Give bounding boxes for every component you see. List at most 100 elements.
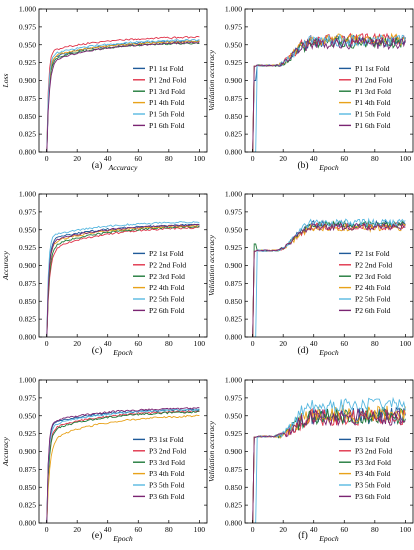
- legend-label: P3 3rd Fold: [355, 458, 391, 467]
- plot-area: [252, 217, 406, 337]
- y-tick-label: 0.975: [225, 393, 242, 402]
- y-axis-label: Validation accuracy: [207, 234, 216, 296]
- legend: P1 1st Fold P1 2nd Fold P1 3rd Fold P1 4th …: [339, 64, 392, 130]
- series-line: [46, 41, 200, 152]
- series-line: [46, 410, 200, 523]
- series-line: [252, 32, 406, 152]
- y-tick-label: 0.875: [225, 465, 242, 474]
- x-tick-label: 20: [279, 154, 287, 163]
- legend: P2 1st Fold P2 2nd Fold P2 3rd Fold P2 4th …: [133, 249, 186, 315]
- series-line: [46, 221, 200, 337]
- y-tick-label: 0.800: [225, 148, 242, 157]
- y-tick-label: 1.000: [19, 190, 36, 199]
- legend: P2 1st Fold P2 2nd Fold P2 3rd Fold P2 4th …: [339, 249, 392, 315]
- series-line: [46, 36, 200, 152]
- y-tick-label: 0.800: [19, 333, 36, 342]
- plot-area: [46, 221, 200, 337]
- y-tick-label: 0.850: [19, 483, 36, 492]
- x-tick-label: 60: [134, 525, 142, 534]
- legend-label: P2 3rd Fold: [149, 272, 185, 281]
- x-tick-label: 100: [400, 154, 412, 163]
- y-tick-label: 0.900: [19, 261, 36, 270]
- x-tick-label: 40: [104, 339, 112, 348]
- legend-label: P1 3rd Fold: [355, 87, 391, 96]
- legend: P1 1st Fold P1 2nd Fold P1 3rd Fold P1 4th …: [133, 64, 186, 130]
- series-line: [46, 40, 200, 152]
- legend-label: P3 4th Fold: [355, 469, 391, 478]
- y-tick-label: 0.850: [225, 112, 242, 121]
- x-axis-label: Epoch: [318, 348, 339, 357]
- x-axis-label: Epoch: [318, 163, 339, 172]
- legend-label: P2 4th Fold: [355, 283, 391, 292]
- x-tick-label: 60: [134, 154, 142, 163]
- legend-label: P3 5th Fold: [355, 481, 391, 490]
- series-line: [253, 396, 406, 523]
- legend-label: P2 1st Fold: [355, 249, 390, 258]
- x-tick-label: 100: [194, 525, 206, 534]
- y-axis-label: Accuracy: [1, 251, 10, 281]
- x-axis-label: Epoch: [318, 534, 339, 543]
- series-line: [252, 404, 406, 523]
- y-tick-label: 0.800: [19, 519, 36, 528]
- y-tick-label: 0.950: [19, 225, 36, 234]
- legend-label: P1 6th Fold: [355, 121, 391, 130]
- plot-area: [252, 32, 406, 152]
- legend-label: P1 5th Fold: [149, 110, 185, 119]
- panel-label: (b): [297, 160, 308, 171]
- y-tick-label: 1.000: [19, 5, 36, 14]
- x-tick-label: 40: [104, 154, 112, 163]
- legend-label: P1 1st Fold: [355, 64, 390, 73]
- y-tick-label: 0.875: [19, 279, 36, 288]
- x-tick-label: 60: [340, 525, 348, 534]
- y-tick-label: 0.950: [225, 40, 242, 49]
- x-tick-label: 0: [45, 525, 49, 534]
- legend-label: P3 4th Fold: [149, 469, 185, 478]
- y-tick-label: 0.875: [19, 94, 36, 103]
- chart-panel: 0.800 0.825 0.850 0.875 0.900 0.925 0.950 0.975…: [207, 190, 414, 357]
- x-tick-label: 20: [279, 339, 287, 348]
- x-tick-label: 0: [251, 339, 255, 348]
- legend-label: P2 4th Fold: [149, 283, 185, 292]
- y-tick-label: 1.000: [225, 190, 242, 199]
- legend-label: P1 5th Fold: [355, 110, 391, 119]
- series-line: [46, 225, 200, 337]
- legend-label: P1 6th Fold: [149, 121, 185, 130]
- x-tick-label: 40: [310, 339, 318, 348]
- y-tick-label: 0.825: [19, 315, 36, 324]
- y-tick-label: 1.000: [225, 376, 242, 385]
- y-tick-label: 0.925: [225, 58, 242, 67]
- y-tick-label: 0.925: [225, 429, 242, 438]
- x-tick-label: 60: [340, 154, 348, 163]
- series-line: [252, 32, 406, 152]
- y-tick-label: 0.900: [225, 261, 242, 270]
- y-tick-label: 0.850: [225, 297, 242, 306]
- y-tick-label: 0.925: [19, 429, 36, 438]
- chart-panel: 0.800 0.825 0.850 0.875 0.900 0.925 0.950 0.975…: [207, 376, 414, 543]
- y-tick-label: 0.800: [225, 333, 242, 342]
- y-tick-label: 0.975: [225, 22, 242, 31]
- y-tick-label: 0.850: [19, 297, 36, 306]
- x-tick-label: 80: [165, 339, 173, 348]
- x-axis-label: Accuracy: [108, 163, 138, 172]
- y-tick-label: 0.950: [225, 225, 242, 234]
- x-tick-label: 80: [165, 525, 173, 534]
- legend-label: P2 2nd Fold: [149, 260, 186, 269]
- series-line: [252, 222, 406, 337]
- legend-label: P3 5th Fold: [149, 481, 185, 490]
- legend-label: P3 2nd Fold: [355, 446, 392, 455]
- y-tick-label: 0.900: [225, 447, 242, 456]
- legend-label: P1 2nd Fold: [355, 75, 392, 84]
- x-tick-label: 0: [45, 339, 49, 348]
- y-tick-label: 0.925: [19, 243, 36, 252]
- legend-label: P2 5th Fold: [149, 295, 185, 304]
- y-tick-label: 0.900: [225, 76, 242, 85]
- panel-label: (c): [92, 345, 103, 356]
- series-line: [46, 408, 200, 523]
- legend-label: P2 1st Fold: [149, 249, 184, 258]
- legend: P3 1st Fold P3 2nd Fold P3 3rd Fold P3 4th …: [133, 435, 186, 501]
- y-tick-label: 1.000: [19, 376, 36, 385]
- legend-label: P1 1st Fold: [149, 64, 184, 73]
- legend: P3 1st Fold P3 2nd Fold P3 3rd Fold P3 4th …: [339, 435, 392, 501]
- legend-label: P2 5th Fold: [355, 295, 391, 304]
